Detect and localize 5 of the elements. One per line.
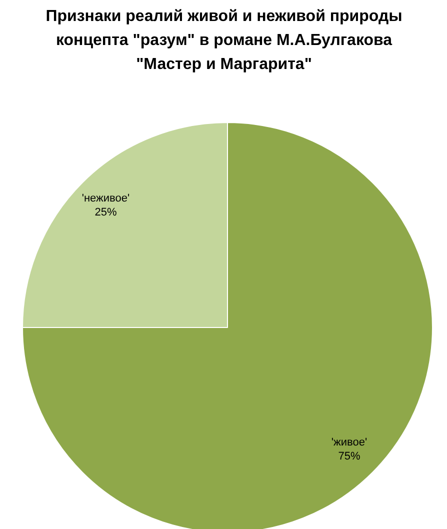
chart-title: Признаки реалий живой и неживой природы концепта "разум" в романе М.А.Булгакова "Мастер и Маргарита" xyxy=(46,8,402,73)
slice-label: 'неживое' xyxy=(82,192,130,205)
slice-label: 'живое' xyxy=(331,436,368,448)
data-label: 75% xyxy=(338,450,360,462)
data-label: 25% xyxy=(94,206,117,219)
